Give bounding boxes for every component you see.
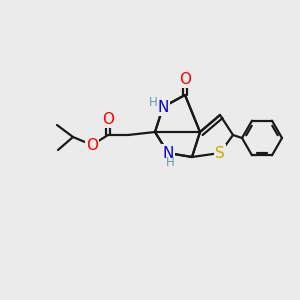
Text: N: N — [157, 100, 169, 115]
Text: N: N — [162, 146, 174, 160]
Text: O: O — [86, 137, 98, 152]
Text: S: S — [215, 146, 225, 160]
Text: O: O — [102, 112, 114, 127]
Text: O: O — [179, 71, 191, 86]
Text: H: H — [166, 157, 174, 169]
Text: H: H — [148, 97, 158, 110]
